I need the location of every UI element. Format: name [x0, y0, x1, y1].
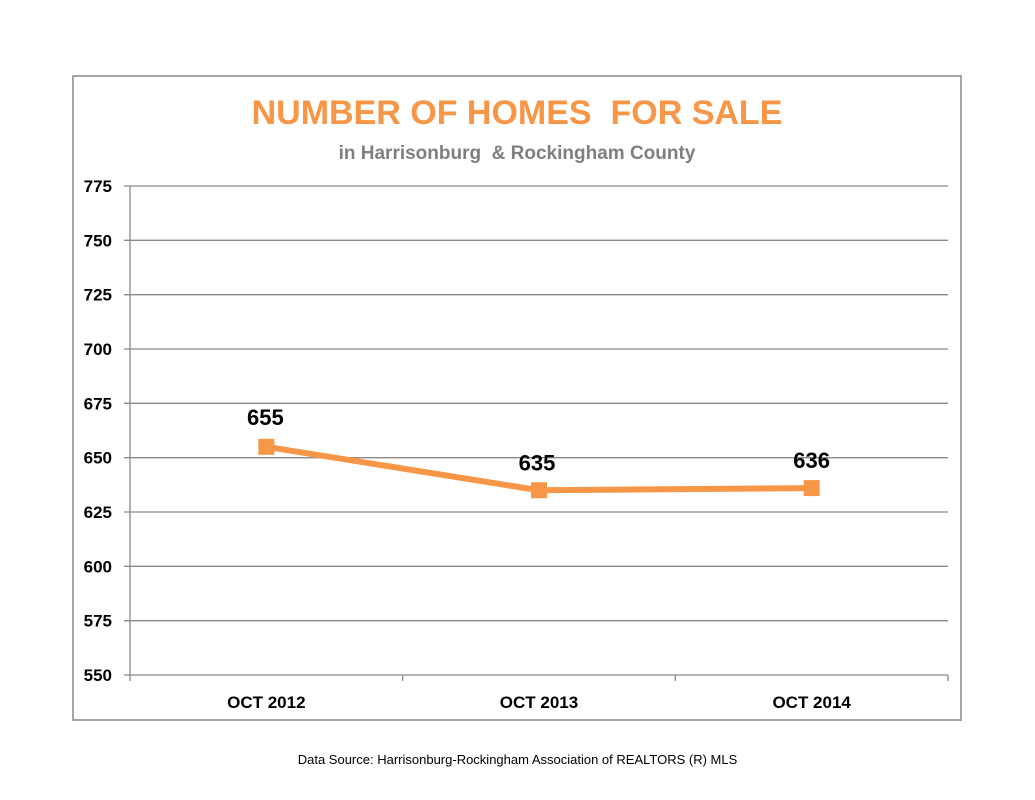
data-labels: 655 635 636	[247, 405, 830, 475]
y-tick-label: 600	[84, 557, 112, 576]
data-point-marker	[803, 480, 820, 497]
y-tick-label: 650	[84, 449, 112, 468]
axes	[129, 186, 949, 681]
y-tick-label: 725	[84, 286, 112, 305]
data-point-marker	[531, 482, 547, 499]
data-label: 655	[247, 405, 284, 430]
y-tick-label: 675	[84, 394, 112, 413]
gridlines	[124, 185, 948, 676]
chart-title: NUMBER OF HOMES FOR SALE	[252, 94, 783, 132]
y-tick-label: 775	[84, 177, 112, 196]
y-tick-label: 700	[84, 340, 112, 359]
data-label: 636	[793, 448, 830, 473]
x-tick-label: OCT 2014	[772, 693, 851, 712]
y-axis-tick-labels: 550 575 600 625 650 675 700 725 750 775	[84, 177, 112, 685]
y-tick-label: 550	[84, 666, 112, 685]
y-tick-label: 575	[84, 612, 112, 631]
x-tick-label: OCT 2012	[227, 693, 305, 712]
data-source-note: Data Source: Harrisonburg-Rockingham Ass…	[297, 752, 738, 767]
x-axis-tick-labels: OCT 2012 OCT 2013 OCT 2014	[227, 693, 851, 712]
y-tick-label: 625	[84, 503, 112, 522]
data-label: 635	[519, 450, 556, 475]
chart-frame	[72, 75, 962, 721]
y-tick-label: 750	[84, 231, 112, 250]
x-tick-label: OCT 2013	[500, 693, 578, 712]
chart-subtitle: in Harrisonburg & Rockingham County	[339, 143, 696, 164]
series	[258, 438, 820, 499]
data-point-marker	[258, 438, 275, 455]
